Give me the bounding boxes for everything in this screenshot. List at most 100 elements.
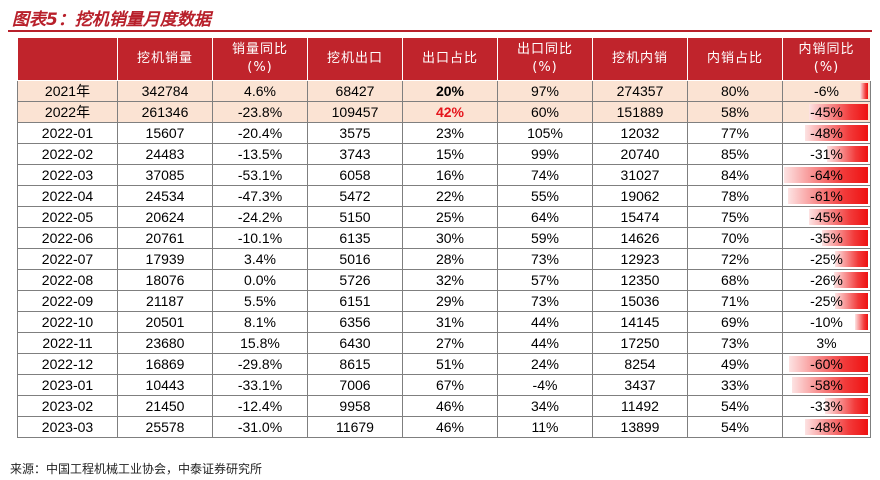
cell-sales: 21187 <box>117 290 213 312</box>
cell-export-yoy: 105% <box>497 122 593 144</box>
cell-domestic: 20740 <box>592 143 688 165</box>
header-domestic-share: 内销占比 <box>687 37 783 81</box>
cell-domestic: 8254 <box>592 353 688 375</box>
cell-domestic-share: 84% <box>687 164 783 186</box>
cell-export: 5150 <box>307 206 403 228</box>
cell-export-share: 28% <box>402 248 498 270</box>
domestic-yoy-value: -25% <box>810 292 843 309</box>
cell-sales: 20761 <box>117 227 213 249</box>
cell-period: 2022-12 <box>17 353 118 375</box>
cell-sales: 20624 <box>117 206 213 228</box>
table-row: 2022-08 18076 0.0% 5726 32% 57% 12350 68% -26% <box>17 269 871 291</box>
cell-sales-yoy: 3.4% <box>212 248 308 270</box>
cell-sales: 342784 <box>117 80 213 102</box>
cell-domestic: 12923 <box>592 248 688 270</box>
source-note: 来源：中国工程机械工业协会，中泰证券研究所 <box>10 462 263 476</box>
cell-domestic-share: 49% <box>687 353 783 375</box>
cell-export-share: 30% <box>402 227 498 249</box>
cell-period: 2022-08 <box>17 269 118 291</box>
header-export-share: 出口占比 <box>402 37 498 81</box>
table-row: 2022年 261346 -23.8% 109457 42% 60% 151889 58% -4… <box>17 101 871 123</box>
cell-export-share: 42% <box>402 101 498 123</box>
cell-domestic-share: 80% <box>687 80 783 102</box>
cell-export-share: 32% <box>402 269 498 291</box>
cell-period: 2021年 <box>17 80 118 102</box>
header-domestic-yoy: 内销同比 (%) <box>782 37 871 81</box>
cell-domestic-yoy: -25% <box>782 248 871 270</box>
cell-export-yoy: 44% <box>497 332 593 354</box>
cell-sales: 18076 <box>117 269 213 291</box>
table-row: 2022-11 23680 15.8% 6430 27% 44% 17250 73% 3% <box>17 332 871 354</box>
cell-domestic: 274357 <box>592 80 688 102</box>
cell-domestic: 12032 <box>592 122 688 144</box>
header-domestic: 挖机内销 <box>592 37 688 81</box>
table-row: 2023-02 21450 -12.4% 9958 46% 34% 11492 54% -33% <box>17 395 871 417</box>
cell-export-yoy: 73% <box>497 248 593 270</box>
cell-period: 2022-10 <box>17 311 118 333</box>
cell-domestic-share: 33% <box>687 374 783 396</box>
domestic-yoy-value: -25% <box>810 250 843 267</box>
header-sales-yoy: 销量同比 (%) <box>212 37 308 81</box>
cell-export-yoy: 73% <box>497 290 593 312</box>
yoy-bar <box>835 251 868 267</box>
cell-domestic: 151889 <box>592 101 688 123</box>
cell-domestic-yoy: -45% <box>782 206 871 228</box>
cell-sales: 15607 <box>117 122 213 144</box>
cell-sales: 24534 <box>117 185 213 207</box>
cell-sales: 21450 <box>117 395 213 417</box>
cell-sales: 20501 <box>117 311 213 333</box>
cell-domestic-yoy: -33% <box>782 395 871 417</box>
yoy-bar <box>805 419 868 435</box>
cell-domestic-share: 85% <box>687 143 783 165</box>
cell-export-yoy: 34% <box>497 395 593 417</box>
title-bar: 图表5：挖机销量月度数据 <box>8 4 872 32</box>
table-row: 2022-07 17939 3.4% 5016 28% 73% 12923 72% -25% <box>17 248 871 270</box>
yoy-bar <box>854 314 868 330</box>
cell-export: 7006 <box>307 374 403 396</box>
cell-sales: 261346 <box>117 101 213 123</box>
cell-domestic-share: 75% <box>687 206 783 228</box>
cell-export-share: 31% <box>402 311 498 333</box>
cell-export: 5472 <box>307 185 403 207</box>
cell-sales-yoy: 4.6% <box>212 80 308 102</box>
yoy-bar <box>808 209 868 225</box>
cell-domestic-share: 72% <box>687 248 783 270</box>
cell-period: 2022-07 <box>17 248 118 270</box>
domestic-yoy-value: -10% <box>810 313 843 330</box>
cell-export-yoy: 97% <box>497 80 593 102</box>
yoy-bar <box>860 83 868 99</box>
cell-export: 5726 <box>307 269 403 291</box>
cell-sales: 10443 <box>117 374 213 396</box>
cell-export-share: 22% <box>402 185 498 207</box>
cell-sales: 23680 <box>117 332 213 354</box>
cell-domestic-yoy: -60% <box>782 353 871 375</box>
cell-sales-yoy: -10.1% <box>212 227 308 249</box>
cell-sales-yoy: -20.4% <box>212 122 308 144</box>
domestic-yoy-value: -48% <box>810 124 843 141</box>
table-row: 2023-01 10443 -33.1% 7006 67% -4% 3437 33% -58% <box>17 374 871 396</box>
cell-domestic: 19062 <box>592 185 688 207</box>
domestic-yoy-value: -60% <box>810 355 843 372</box>
cell-export-share: 15% <box>402 143 498 165</box>
cell-sales-yoy: -13.5% <box>212 143 308 165</box>
yoy-bar <box>791 377 868 393</box>
yoy-bar <box>784 167 868 183</box>
cell-period: 2022-02 <box>17 143 118 165</box>
domestic-yoy-value: -33% <box>810 397 843 414</box>
cell-domestic-yoy: 3% <box>782 332 871 354</box>
cell-domestic-share: 68% <box>687 269 783 291</box>
yoy-bar <box>833 272 868 288</box>
cell-domestic-share: 73% <box>687 332 783 354</box>
cell-export-yoy: 55% <box>497 185 593 207</box>
cell-export: 5016 <box>307 248 403 270</box>
cell-domestic-yoy: -6% <box>782 80 871 102</box>
yoy-bar <box>822 230 868 246</box>
table-row: 2021年 342784 4.6% 68427 20% 97% 274357 80% -6% <box>17 80 871 102</box>
yoy-bar <box>805 125 868 141</box>
table-row: 2022-09 21187 5.5% 6151 29% 73% 15036 71% -25% <box>17 290 871 312</box>
cell-period: 2022-09 <box>17 290 118 312</box>
cell-export-yoy: 74% <box>497 164 593 186</box>
yoy-bar <box>789 356 868 372</box>
cell-domestic-yoy: -58% <box>782 374 871 396</box>
excavator-table: 挖机销量 销量同比 (%) 挖机出口 出口占比 出口同比 (%) 挖机内销 内销占比… <box>17 37 871 438</box>
